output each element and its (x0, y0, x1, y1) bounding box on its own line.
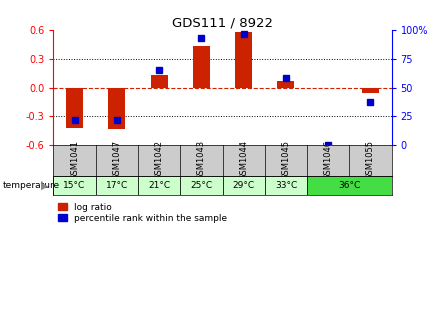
Bar (180, 176, 222, 195)
Bar (307, 176, 392, 195)
Text: 21°C: 21°C (148, 181, 170, 190)
Text: 36°C: 36°C (338, 181, 360, 190)
Text: 33°C: 33°C (275, 181, 297, 190)
Legend: log ratio, percentile rank within the sample: log ratio, percentile rank within the sa… (58, 203, 227, 223)
Text: 25°C: 25°C (190, 181, 212, 190)
Text: temperature: temperature (2, 181, 59, 190)
Text: 15°C: 15°C (63, 181, 85, 190)
Text: GSM1047: GSM1047 (112, 140, 121, 180)
Text: ▶: ▶ (41, 180, 49, 191)
Title: GDS111 / 8922: GDS111 / 8922 (172, 16, 273, 29)
Bar (265, 176, 307, 195)
Bar (150, 75, 167, 87)
Text: 29°C: 29°C (233, 181, 255, 190)
Text: GSM1046: GSM1046 (324, 140, 333, 180)
Bar (138, 176, 180, 195)
Text: GSM1044: GSM1044 (239, 140, 248, 180)
Text: GSM1045: GSM1045 (281, 140, 291, 180)
Text: 17°C: 17°C (106, 181, 128, 190)
Bar (109, 87, 125, 129)
Bar (222, 176, 265, 195)
Bar (96, 176, 138, 195)
Text: GSM1043: GSM1043 (197, 140, 206, 180)
Bar (193, 46, 210, 87)
Bar (53, 176, 96, 195)
Bar (66, 87, 83, 128)
Bar (235, 32, 252, 87)
Bar (278, 81, 295, 87)
Text: GSM1041: GSM1041 (70, 140, 79, 180)
Text: GSM1055: GSM1055 (366, 140, 375, 180)
Text: GSM1042: GSM1042 (154, 140, 164, 180)
Bar (362, 87, 379, 93)
